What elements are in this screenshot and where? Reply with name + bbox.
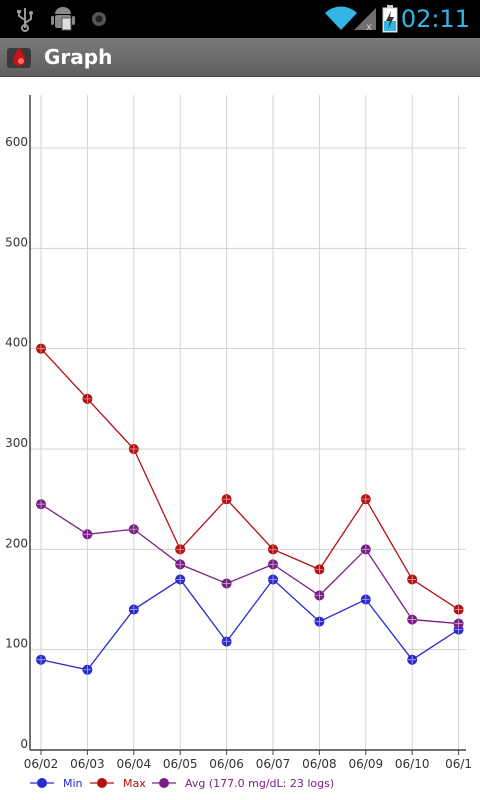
legend-label: Max (123, 777, 146, 790)
data-point-marker (222, 495, 231, 504)
status-bar: x 02:11 (0, 0, 480, 38)
blood-drop-app-icon[interactable] (6, 44, 32, 70)
data-point-marker (408, 615, 417, 624)
y-tick-label: 500 (5, 235, 28, 249)
series-line (40, 503, 459, 625)
x-tick-label: 06/10 (395, 757, 430, 771)
y-tick-label: 400 (5, 336, 28, 350)
legend-marker (37, 778, 47, 788)
x-tick-label: 06/1 (445, 757, 472, 771)
data-point-marker (83, 394, 92, 403)
android-debug-icon (50, 6, 76, 36)
data-point-marker (222, 579, 231, 588)
legend-label: Min (63, 777, 83, 790)
data-point-marker (37, 655, 45, 664)
chart-grid (30, 95, 466, 750)
x-tick-label: 06/06 (209, 757, 244, 771)
y-tick-label: 200 (5, 536, 28, 550)
data-point-marker (315, 565, 324, 574)
series-line (40, 578, 459, 671)
data-point-marker (129, 605, 138, 614)
page-title: Graph (44, 45, 113, 69)
data-point-marker (454, 605, 463, 614)
data-point-marker (129, 445, 138, 454)
x-tick-label: 06/09 (349, 757, 384, 771)
data-point-marker (129, 525, 138, 534)
line-chart: 06/02 06/03 06/04 06/05 06/06 06/07 06/08 06/09… (5, 95, 472, 790)
x-tick-label: 06/07 (256, 757, 291, 771)
legend-marker (159, 778, 169, 788)
chart-area: 06/02 06/03 06/04 06/05 06/06 06/07 06/08 06/09… (0, 77, 480, 800)
data-point-marker (37, 344, 45, 353)
signal-icon: x (352, 6, 378, 36)
y-tick-label: 600 (5, 135, 28, 149)
chart-axes: 06/02 06/03 06/04 06/05 06/06 06/07 06/08 06/09… (5, 95, 472, 771)
notification-dot-icon (90, 10, 108, 32)
data-point-marker (176, 575, 185, 584)
wifi-icon (324, 6, 358, 36)
battery-charging-icon (382, 5, 398, 37)
data-point-marker (269, 560, 277, 569)
svg-text:x: x (366, 22, 372, 32)
x-tick-label: 06/02 (24, 757, 59, 771)
data-point-marker (37, 500, 45, 509)
data-point-marker (269, 575, 277, 584)
legend-item: Avg (177.0 mg/dL: 23 logs) (152, 777, 334, 790)
x-tick-label: 06/03 (70, 757, 105, 771)
data-point-marker (222, 637, 231, 646)
data-point-marker (176, 560, 185, 569)
y-tick-label: 0 (20, 737, 28, 751)
data-point-marker (269, 545, 277, 554)
series-1 (36, 343, 464, 615)
series-0 (36, 574, 464, 675)
chart-series (36, 343, 464, 675)
chart-legend: Min Max Avg (177.0 mg/dL: 23 logs) (30, 777, 334, 790)
data-point-marker (454, 619, 463, 628)
data-point-marker (83, 665, 92, 674)
usb-icon (14, 6, 36, 36)
action-bar: Graph (0, 38, 480, 77)
y-tick-label: 100 (5, 637, 28, 651)
series-2 (36, 499, 464, 629)
data-point-marker (361, 495, 370, 504)
legend-marker (97, 778, 107, 788)
data-point-marker (83, 530, 92, 539)
data-point-marker (361, 595, 370, 604)
status-time: 02:11 (400, 5, 470, 33)
x-tick-label: 06/05 (163, 757, 198, 771)
series-line (40, 348, 459, 611)
data-point-marker (408, 575, 417, 584)
x-tick-label: 06/04 (117, 757, 152, 771)
data-point-marker (408, 655, 417, 664)
data-point-marker (176, 545, 185, 554)
legend-item: Min (30, 777, 83, 790)
y-tick-label: 300 (5, 436, 28, 450)
data-point-marker (361, 545, 370, 554)
legend-label: Avg (177.0 mg/dL: 23 logs) (185, 777, 334, 790)
x-tick-label: 06/08 (302, 757, 337, 771)
legend-item: Max (90, 777, 146, 790)
data-point-marker (315, 617, 324, 626)
data-point-marker (315, 591, 324, 600)
